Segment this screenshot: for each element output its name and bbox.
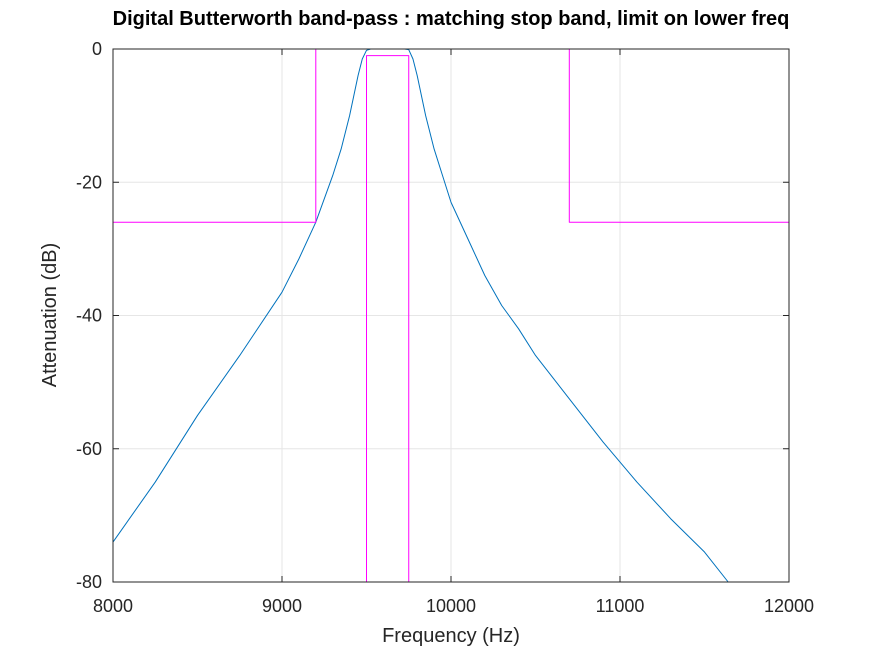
chart-title: Digital Butterworth band-pass : matching… bbox=[113, 8, 790, 30]
tick-labels: 8000 9000 10000 11000 12000 -80 -60 -40 -20 0 bbox=[76, 39, 814, 616]
x-tick-label: 12000 bbox=[764, 596, 814, 616]
tick-marks bbox=[112, 48, 790, 583]
y-tick-label: -40 bbox=[76, 306, 102, 326]
x-tick-label: 8000 bbox=[93, 596, 133, 616]
x-tick-label: 11000 bbox=[596, 596, 645, 616]
x-axis-label: Frequency (Hz) bbox=[382, 625, 520, 647]
y-tick-label: 0 bbox=[92, 39, 102, 59]
y-tick-label: -60 bbox=[76, 439, 102, 459]
y-tick-label: -20 bbox=[76, 172, 102, 192]
x-tick-label: 9000 bbox=[262, 596, 302, 616]
x-tick-label: 10000 bbox=[426, 596, 476, 616]
y-tick-label: -80 bbox=[76, 572, 102, 592]
spec-mask-line-2 bbox=[366, 55, 410, 582]
y-axis-label: Attenuation (dB) bbox=[39, 243, 61, 388]
